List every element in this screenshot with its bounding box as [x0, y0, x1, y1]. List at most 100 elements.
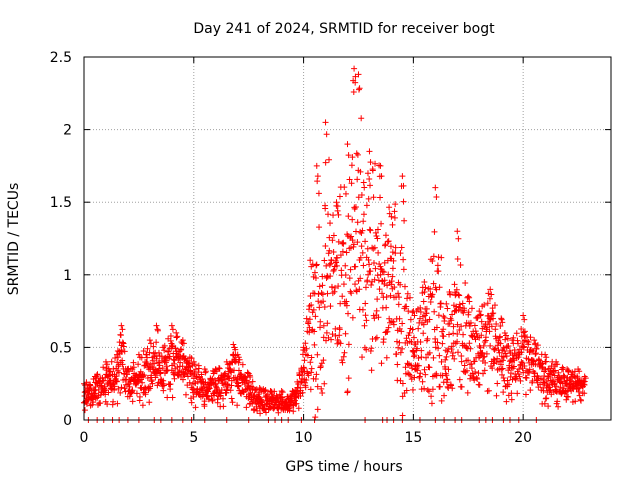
- data-point: [457, 304, 464, 311]
- data-point: [330, 212, 337, 219]
- data-point: [381, 277, 388, 284]
- data-point: [518, 359, 525, 366]
- data-point: [443, 300, 450, 307]
- data-point: [415, 325, 422, 332]
- data-point: [484, 300, 491, 307]
- data-point: [105, 389, 112, 396]
- data-point: [415, 355, 422, 362]
- data-point: [391, 214, 398, 221]
- data-point: [367, 227, 374, 234]
- data-point: [319, 291, 326, 298]
- data-point: [324, 320, 331, 327]
- data-point: [501, 348, 508, 355]
- data-point: [348, 233, 355, 240]
- data-point: [319, 273, 326, 280]
- data-point: [352, 73, 359, 80]
- data-point: [328, 257, 335, 264]
- data-point: [370, 245, 377, 252]
- data-point: [313, 262, 320, 269]
- data-point: [500, 389, 507, 396]
- data-point: [245, 379, 252, 386]
- data-point: [184, 373, 191, 380]
- data-point: [515, 371, 522, 378]
- data-point: [237, 371, 244, 378]
- data-point: [320, 357, 327, 364]
- x-tick-label: 20: [514, 430, 532, 446]
- data-point: [307, 257, 314, 264]
- data-point: [500, 354, 507, 361]
- data-point: [115, 385, 122, 392]
- data-point: [137, 368, 144, 375]
- data-point: [363, 202, 370, 209]
- data-point: [178, 346, 185, 353]
- data-point: [456, 326, 463, 333]
- data-point: [322, 119, 329, 126]
- data-point: [514, 390, 521, 397]
- data-point: [545, 403, 552, 410]
- data-point: [311, 341, 318, 348]
- data-point: [235, 354, 242, 361]
- data-point: [322, 205, 329, 212]
- data-point: [411, 352, 418, 359]
- data-point: [341, 184, 348, 191]
- data-point: [133, 390, 140, 397]
- data-point: [540, 376, 547, 383]
- data-point: [378, 220, 385, 227]
- data-point: [153, 339, 160, 346]
- data-point: [418, 347, 425, 354]
- data-point: [177, 359, 184, 366]
- data-point: [500, 345, 507, 352]
- data-point: [529, 357, 536, 364]
- data-point: [377, 194, 384, 201]
- data-point: [582, 375, 589, 382]
- data-point: [414, 345, 421, 352]
- data-point: [449, 385, 456, 392]
- data-point: [374, 272, 381, 279]
- data-point: [333, 262, 340, 269]
- data-point: [413, 366, 420, 373]
- data-point: [167, 333, 174, 340]
- data-point: [437, 300, 444, 307]
- data-point: [540, 379, 547, 386]
- data-point: [521, 328, 528, 335]
- data-point: [404, 295, 411, 302]
- data-point: [263, 409, 270, 416]
- data-point: [521, 343, 528, 350]
- data-point: [480, 354, 487, 361]
- data-point: [385, 324, 392, 331]
- data-point: [227, 387, 234, 394]
- data-point: [505, 342, 512, 349]
- data-point: [161, 358, 168, 365]
- data-point: [367, 182, 374, 189]
- data-point: [150, 343, 157, 350]
- data-point: [474, 375, 481, 382]
- data-point: [352, 204, 359, 211]
- data-point: [390, 321, 397, 328]
- data-point: [344, 141, 351, 148]
- data-point: [129, 398, 136, 405]
- data-point: [426, 349, 433, 356]
- data-point: [432, 184, 439, 191]
- data-point: [463, 344, 470, 351]
- data-point: [127, 378, 134, 385]
- data-point: [212, 381, 219, 388]
- data-point: [578, 397, 585, 404]
- data-point: [340, 353, 347, 360]
- data-point: [409, 365, 416, 372]
- data-point: [363, 346, 370, 353]
- data-point: [431, 228, 438, 235]
- data-point: [448, 317, 455, 324]
- data-point: [505, 381, 512, 388]
- data-point: [140, 348, 147, 355]
- data-point: [498, 315, 505, 322]
- data-point: [346, 275, 353, 282]
- data-point: [182, 391, 189, 398]
- data-point: [107, 377, 114, 384]
- data-point: [308, 354, 315, 361]
- data-point: [480, 370, 487, 377]
- data-point: [352, 263, 359, 270]
- data-point: [421, 385, 428, 392]
- data-point: [195, 365, 202, 372]
- data-point: [426, 316, 433, 323]
- data-point: [371, 276, 378, 283]
